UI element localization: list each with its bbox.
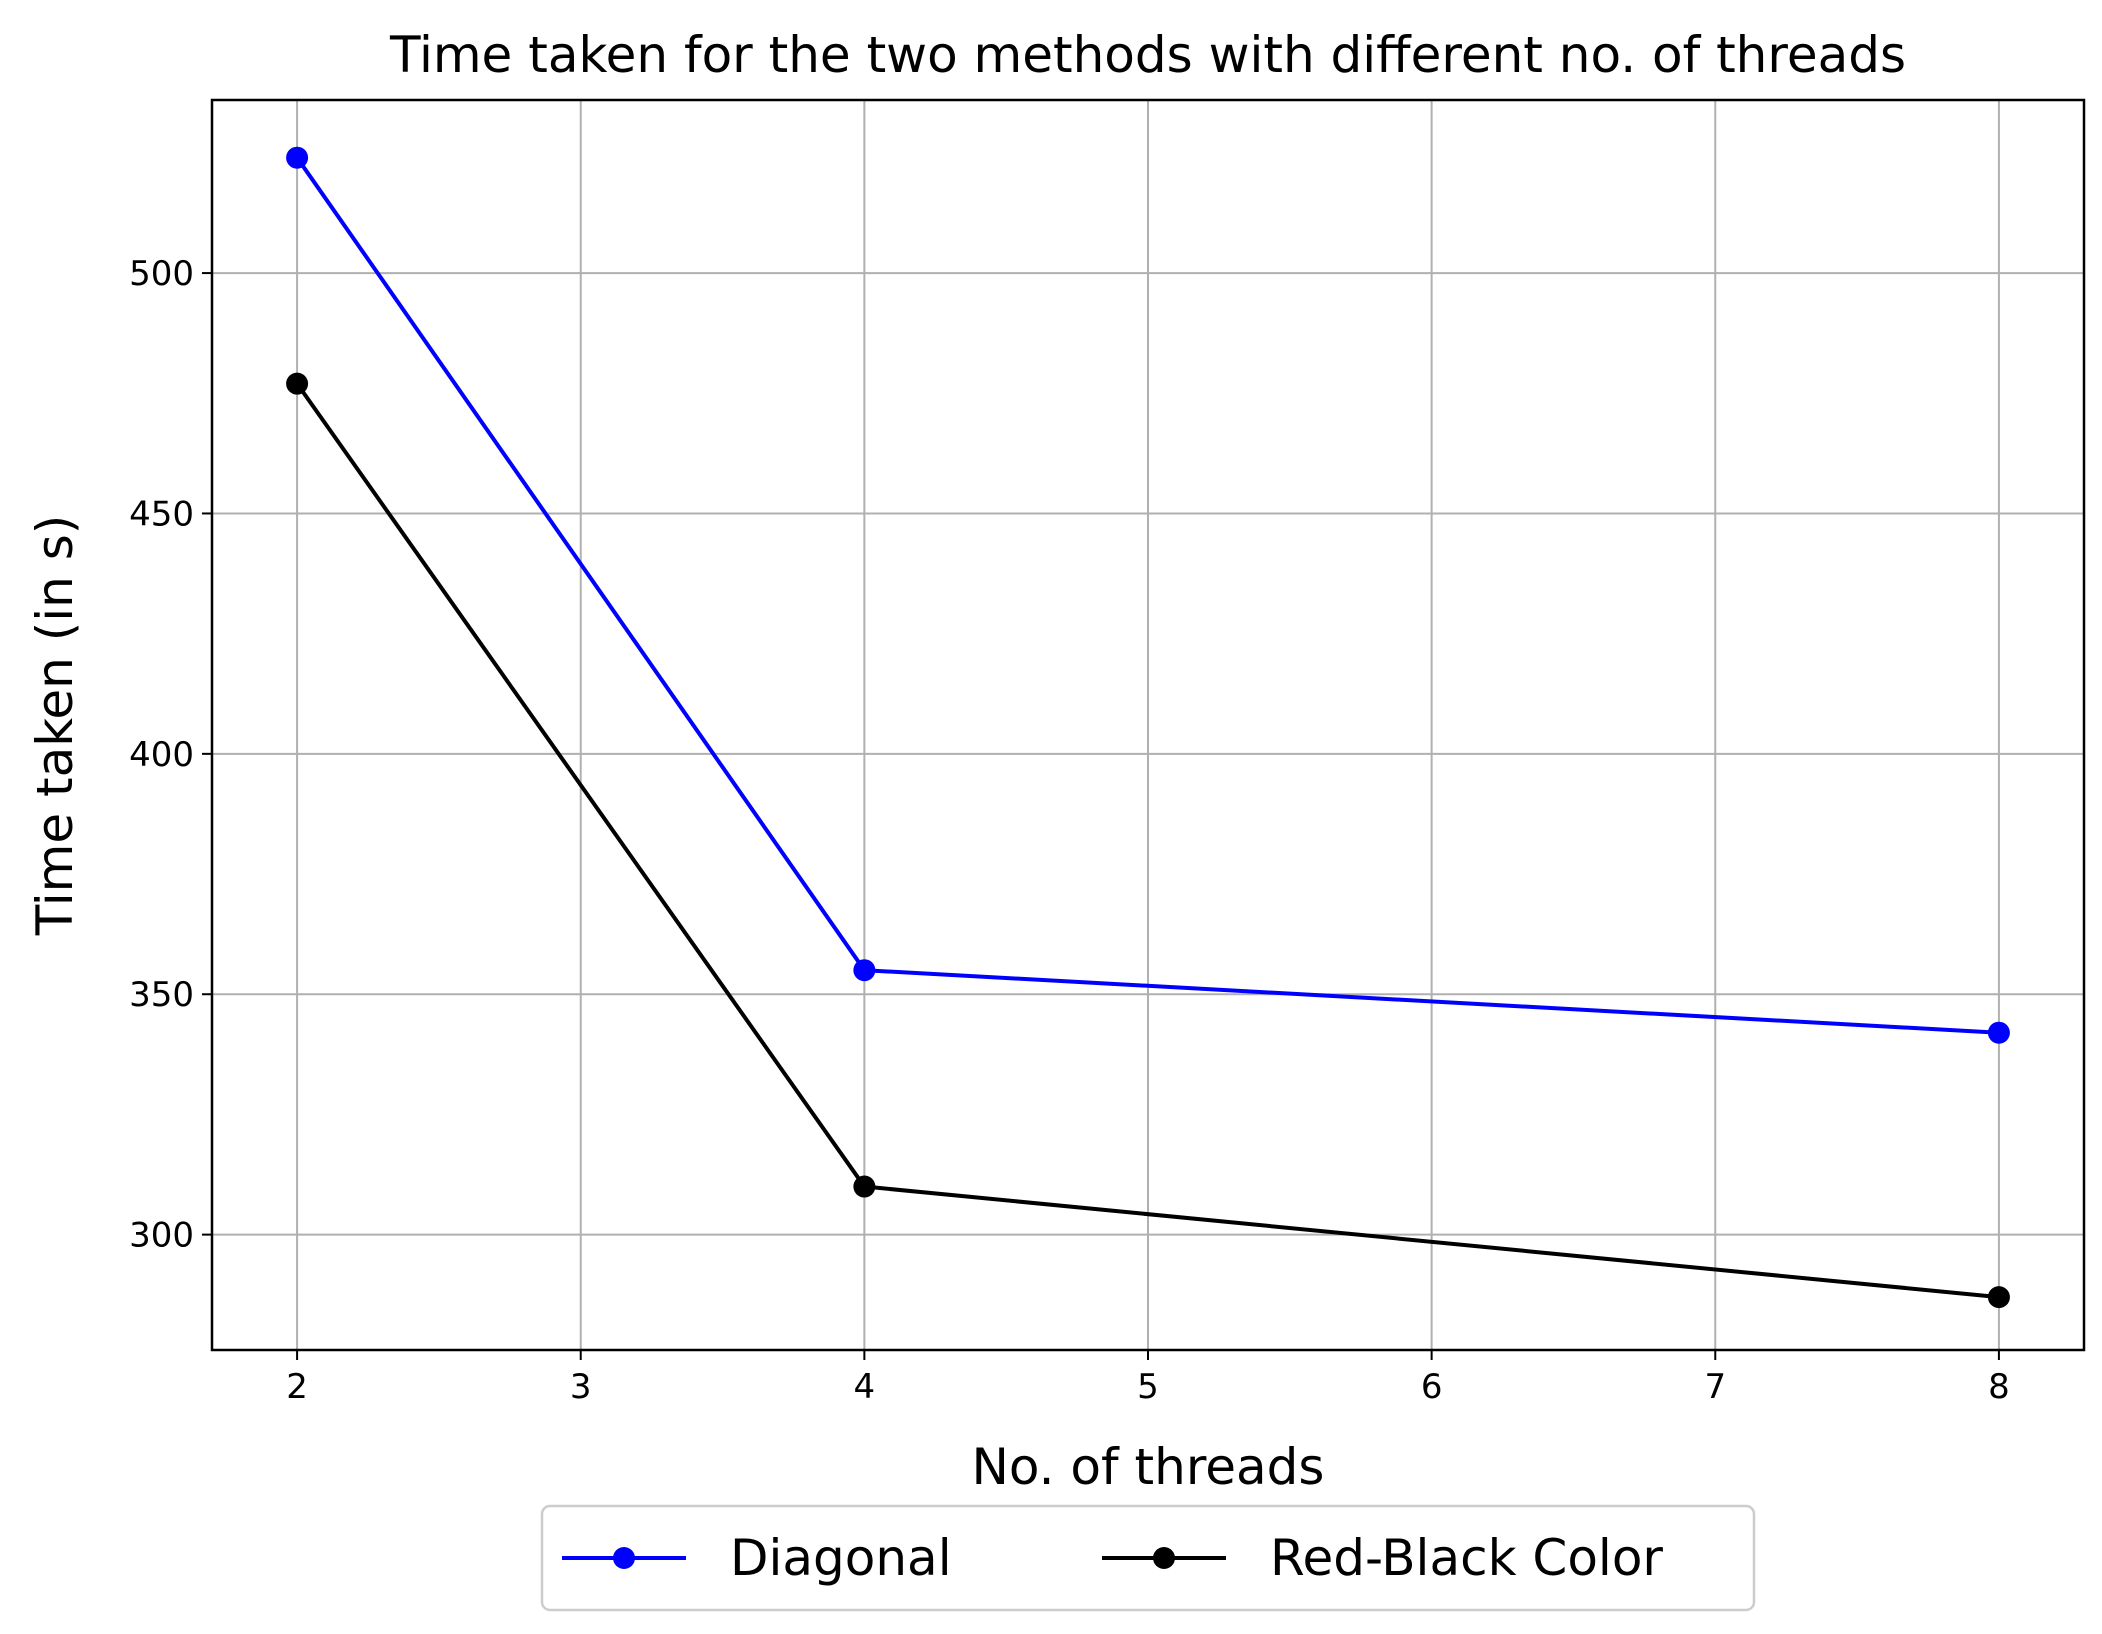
legend-items: Diagonal Red-Black Color (562, 1529, 1663, 1587)
legend-label-diagonal: Diagonal (730, 1529, 952, 1587)
data-point-diagonal-4 (853, 959, 876, 982)
data-point-red-black-color-2 (286, 372, 309, 395)
data-point-diagonal-8 (1987, 1021, 2010, 1044)
data-point-red-black-color-8 (1987, 1286, 2010, 1309)
y-tick-label-500: 500 (129, 254, 194, 294)
legend-marker-diagonal (613, 1547, 635, 1569)
x-tick-label-3: 3 (570, 1367, 592, 1407)
legend-marker-red-black-color (1153, 1547, 1175, 1569)
x-axis-label: No. of threads (972, 1438, 1325, 1496)
y-axis-ticks: 300 350 400 450 500 (129, 254, 212, 1256)
x-axis-ticks: 2 3 4 5 6 7 8 (286, 1350, 2010, 1407)
x-tick-label-2: 2 (286, 1367, 308, 1407)
y-tick-label-300: 300 (129, 1216, 194, 1256)
chart-title: Time taken for the two methods with diff… (389, 26, 1906, 84)
legend-item-diagonal: Diagonal (562, 1529, 952, 1587)
x-tick-label-6: 6 (1421, 1367, 1443, 1407)
x-tick-label-5: 5 (1137, 1367, 1159, 1407)
x-tick-label-7: 7 (1704, 1367, 1726, 1407)
y-tick-label-350: 350 (129, 975, 194, 1015)
legend: Diagonal Red-Black Color (540, 1504, 1756, 1612)
legend-item-red-black-color: Red-Black Color (1102, 1529, 1663, 1587)
series-layer (286, 146, 2010, 1309)
legend-label-red-black-color: Red-Black Color (1270, 1529, 1663, 1587)
data-point-red-black-color-4 (853, 1175, 876, 1198)
y-tick-label-450: 450 (129, 494, 194, 534)
x-tick-label-8: 8 (1988, 1367, 2010, 1407)
grid-lines (212, 100, 2084, 1350)
y-tick-label-400: 400 (129, 735, 194, 775)
data-point-diagonal-2 (286, 146, 309, 169)
x-tick-label-4: 4 (854, 1367, 876, 1407)
y-axis-label: Time taken (in s) (26, 515, 84, 937)
